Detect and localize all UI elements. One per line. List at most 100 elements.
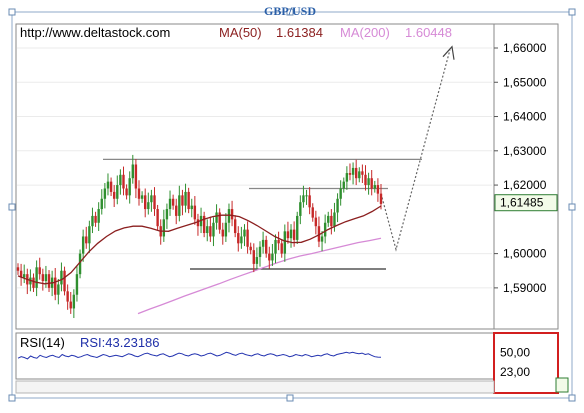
candle [218, 208, 221, 234]
candle [342, 177, 345, 193]
candle [348, 163, 352, 181]
time-scrollbar[interactable] [15, 380, 495, 394]
resize-handle-bottom-left[interactable] [8, 394, 16, 402]
ma50-label: MA(50) [219, 25, 262, 40]
candle [379, 184, 383, 210]
candle [268, 246, 271, 269]
rsi-line-layer [17, 351, 382, 360]
candle [41, 268, 45, 291]
candle [156, 204, 159, 231]
candle [221, 222, 224, 245]
resize-handle-top-right[interactable] [568, 8, 576, 16]
candle [122, 166, 125, 196]
ma200-line [137, 237, 382, 315]
candle [23, 264, 26, 284]
candle [261, 231, 265, 254]
candle [314, 210, 318, 235]
chart-title: GBP/USD [264, 4, 316, 18]
candle [302, 185, 305, 208]
candle [240, 226, 243, 249]
rsi-label: RSI(14) [20, 335, 65, 350]
candle [280, 239, 283, 258]
candle [19, 263, 23, 286]
candle [271, 244, 274, 266]
ma50-value: 1.61384 [276, 25, 323, 40]
ma50-line-layer [17, 205, 382, 285]
candle [85, 226, 88, 249]
candle [178, 185, 181, 222]
candle [351, 162, 355, 185]
arrow-head [442, 45, 455, 60]
candle [308, 187, 311, 215]
candle [175, 198, 178, 225]
candle [190, 198, 193, 218]
candle [150, 189, 153, 212]
candle [171, 194, 175, 210]
candle [230, 200, 234, 227]
resize-handle-bottom-right[interactable] [568, 394, 576, 402]
candle [255, 247, 259, 270]
candle [215, 204, 218, 230]
resize-handle-top[interactable] [286, 8, 294, 16]
candle [364, 165, 367, 191]
candle [60, 262, 63, 292]
candle [140, 191, 144, 203]
candle [311, 203, 314, 222]
candle [345, 166, 349, 190]
candle [299, 195, 302, 225]
candle [376, 178, 380, 202]
candle [237, 226, 240, 252]
candle [246, 221, 249, 254]
candle [286, 221, 290, 244]
candle [274, 234, 277, 264]
candle [106, 173, 110, 196]
candle [252, 243, 255, 273]
rsi-line [17, 351, 382, 360]
candle [243, 224, 246, 247]
resize-handle-left[interactable] [8, 203, 16, 211]
ma50-line [17, 205, 382, 285]
candle [330, 209, 333, 235]
candle [187, 187, 190, 214]
price-tick-label: 1,59000 [503, 281, 547, 295]
candle [57, 278, 60, 305]
candle [336, 193, 339, 223]
rsi-axis-ticks: 50,00 23,00 [500, 345, 530, 379]
ma200-label: MA(200) [340, 25, 390, 40]
candle [327, 211, 330, 227]
candle [296, 211, 299, 245]
candle [212, 217, 215, 247]
candle [54, 268, 57, 301]
candle [320, 230, 324, 252]
candle [258, 241, 262, 267]
candle [97, 202, 100, 231]
candle [134, 159, 138, 199]
candle [209, 216, 212, 242]
resize-handle-right[interactable] [568, 203, 576, 211]
candle [137, 180, 141, 206]
resize-handle-top-left[interactable] [8, 8, 16, 16]
candle [305, 189, 308, 205]
candle [91, 207, 94, 234]
projection-arrow [380, 49, 451, 252]
price-tick-label: 1,64000 [503, 110, 547, 124]
candle [125, 184, 128, 200]
candle [88, 220, 91, 253]
candle [35, 260, 38, 297]
candle [354, 159, 358, 186]
candle [162, 209, 166, 242]
candle [165, 203, 169, 229]
candle [103, 183, 107, 209]
candle [66, 284, 69, 310]
annotation-lines [103, 45, 455, 270]
candle [72, 289, 76, 319]
candle [358, 167, 361, 183]
candle [38, 257, 41, 280]
candle [283, 224, 287, 262]
corner-marker [555, 377, 569, 393]
candle [168, 190, 172, 216]
rsi-value: RSI:43.23186 [80, 335, 160, 350]
candle [119, 169, 122, 195]
resize-handle-bottom[interactable] [286, 394, 294, 402]
